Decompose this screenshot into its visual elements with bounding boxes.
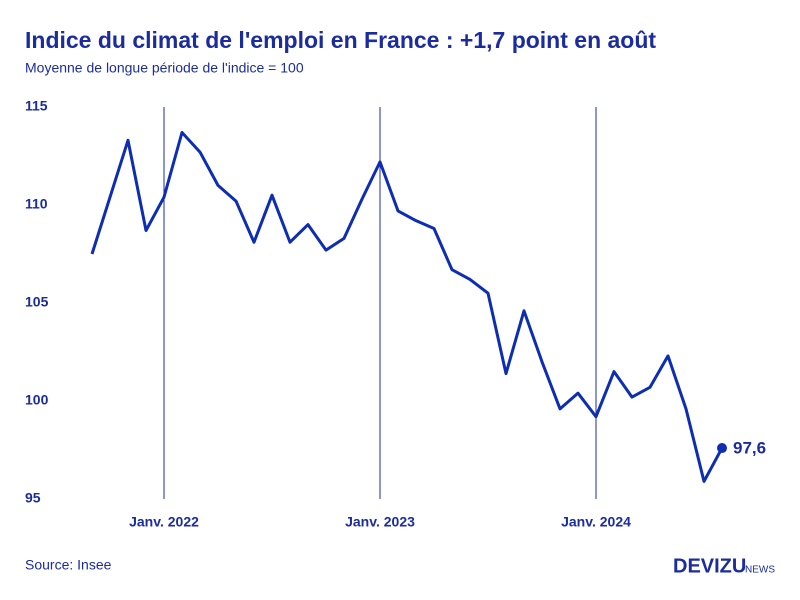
brand-suffix: NEWS: [745, 565, 775, 576]
y-tick-label: 100: [25, 392, 49, 408]
chart-title: Indice du climat de l'emploi en France :…: [25, 27, 656, 53]
x-tick-label: Janv. 2024: [561, 514, 631, 530]
y-tick-label: 105: [25, 294, 49, 310]
brand: DEVIZU: [673, 555, 746, 577]
y-tick-label: 115: [25, 98, 48, 114]
source: Source: Insee: [25, 557, 112, 573]
y-tick-label: 95: [25, 490, 41, 506]
y-tick-label: 110: [25, 196, 48, 212]
x-tick-label: Janv. 2022: [129, 514, 199, 530]
chart-subtitle: Moyenne de longue période de l'indice = …: [25, 60, 304, 76]
x-tick-label: Janv. 2023: [345, 514, 415, 530]
line: [90, 130, 724, 483]
value-label: 97,6: [733, 439, 766, 458]
end-point: [717, 443, 727, 454]
